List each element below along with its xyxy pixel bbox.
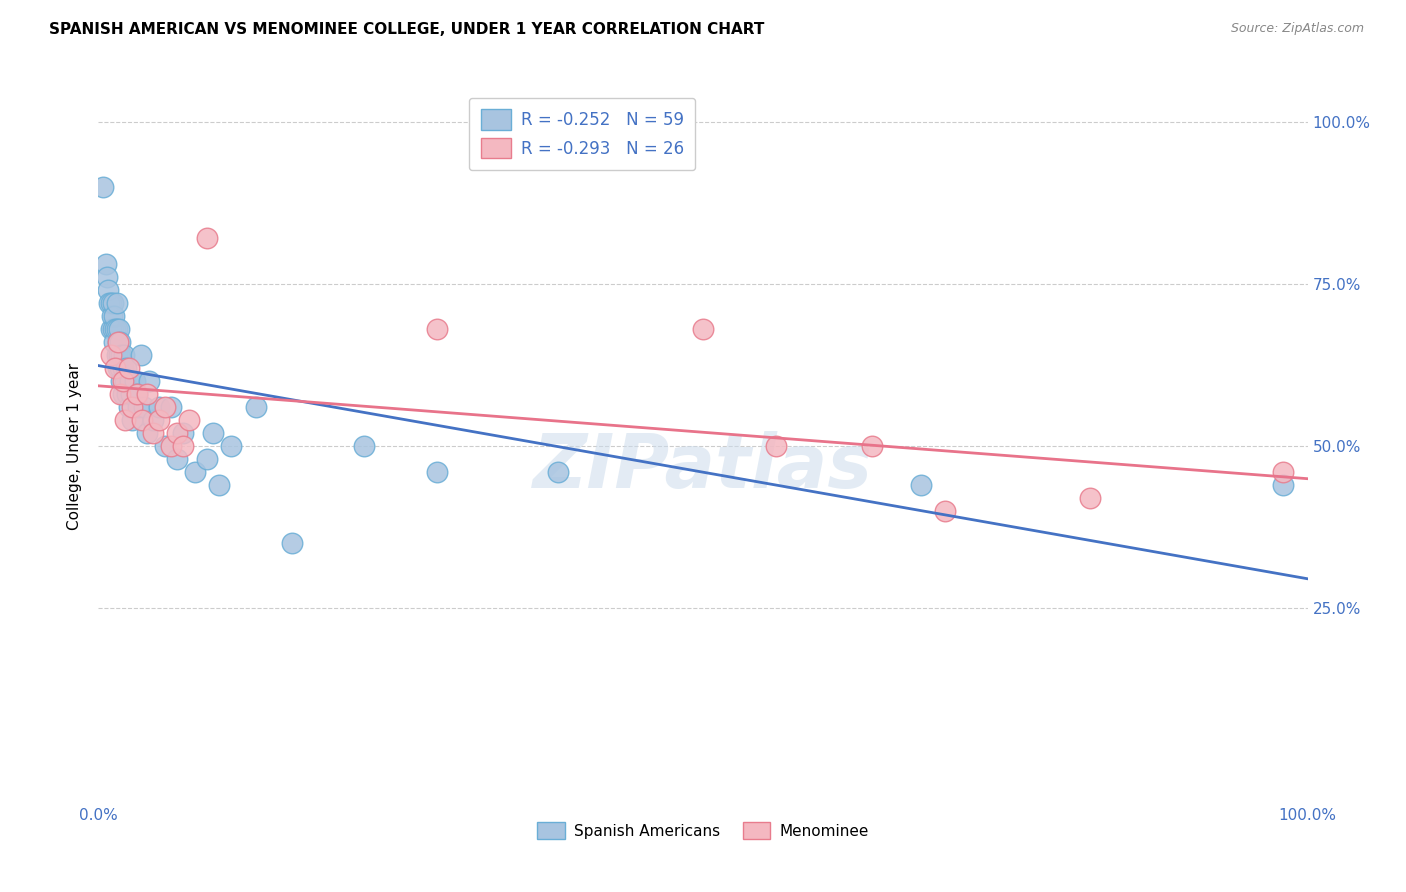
Point — [148, 400, 170, 414]
Point — [104, 361, 127, 376]
Point — [426, 465, 449, 479]
Point — [118, 400, 141, 414]
Point — [98, 296, 121, 310]
Point — [166, 452, 188, 467]
Point — [103, 335, 125, 350]
Point — [160, 400, 183, 414]
Point — [179, 413, 201, 427]
Point — [1078, 491, 1101, 505]
Point — [110, 348, 132, 362]
Point — [105, 348, 128, 362]
Point — [426, 322, 449, 336]
Point — [142, 413, 165, 427]
Point — [107, 335, 129, 350]
Legend: Spanish Americans, Menominee: Spanish Americans, Menominee — [531, 816, 875, 845]
Point — [142, 425, 165, 440]
Point — [117, 387, 139, 401]
Y-axis label: College, Under 1 year: College, Under 1 year — [67, 362, 83, 530]
Point — [166, 425, 188, 440]
Point — [91, 179, 114, 194]
Point — [153, 439, 176, 453]
Point — [934, 504, 956, 518]
Point — [100, 348, 122, 362]
Point — [108, 361, 131, 376]
Point — [131, 413, 153, 427]
Point — [108, 335, 131, 350]
Point — [153, 400, 176, 414]
Point — [172, 425, 194, 440]
Point — [107, 361, 129, 376]
Point — [111, 361, 134, 376]
Point — [108, 322, 131, 336]
Point — [114, 374, 136, 388]
Point — [94, 257, 117, 271]
Point — [105, 296, 128, 310]
Point — [118, 361, 141, 376]
Point — [108, 348, 131, 362]
Point — [108, 387, 131, 401]
Point — [172, 439, 194, 453]
Text: Source: ZipAtlas.com: Source: ZipAtlas.com — [1230, 22, 1364, 36]
Point — [138, 374, 160, 388]
Point — [148, 413, 170, 427]
Point — [692, 322, 714, 336]
Point — [112, 348, 135, 362]
Point — [114, 413, 136, 427]
Point — [124, 374, 146, 388]
Point — [111, 374, 134, 388]
Point — [104, 322, 127, 336]
Point — [115, 361, 138, 376]
Point — [100, 322, 122, 336]
Point — [129, 348, 152, 362]
Text: SPANISH AMERICAN VS MENOMINEE COLLEGE, UNDER 1 YEAR CORRELATION CHART: SPANISH AMERICAN VS MENOMINEE COLLEGE, U… — [49, 22, 765, 37]
Point — [184, 465, 207, 479]
Point — [118, 374, 141, 388]
Point — [860, 439, 883, 453]
Point — [1272, 465, 1295, 479]
Point — [134, 400, 156, 414]
Point — [195, 231, 218, 245]
Point — [208, 478, 231, 492]
Point — [121, 413, 143, 427]
Point — [97, 283, 120, 297]
Point — [107, 335, 129, 350]
Text: ZIPatlas: ZIPatlas — [533, 431, 873, 504]
Point — [245, 400, 267, 414]
Point — [353, 439, 375, 453]
Point — [101, 322, 124, 336]
Point — [547, 465, 569, 479]
Point — [121, 400, 143, 414]
Point — [127, 400, 149, 414]
Point — [110, 374, 132, 388]
Point — [281, 536, 304, 550]
Point — [100, 296, 122, 310]
Point — [765, 439, 787, 453]
Point — [101, 296, 124, 310]
Point — [160, 439, 183, 453]
Point — [202, 425, 225, 440]
Point — [135, 387, 157, 401]
Point — [135, 425, 157, 440]
Point — [127, 387, 149, 401]
Point — [127, 387, 149, 401]
Point — [120, 387, 142, 401]
Point — [910, 478, 932, 492]
Point — [100, 310, 122, 324]
Point — [221, 439, 243, 453]
Point — [103, 310, 125, 324]
Point — [96, 270, 118, 285]
Point — [105, 322, 128, 336]
Point — [195, 452, 218, 467]
Point — [111, 387, 134, 401]
Point — [1272, 478, 1295, 492]
